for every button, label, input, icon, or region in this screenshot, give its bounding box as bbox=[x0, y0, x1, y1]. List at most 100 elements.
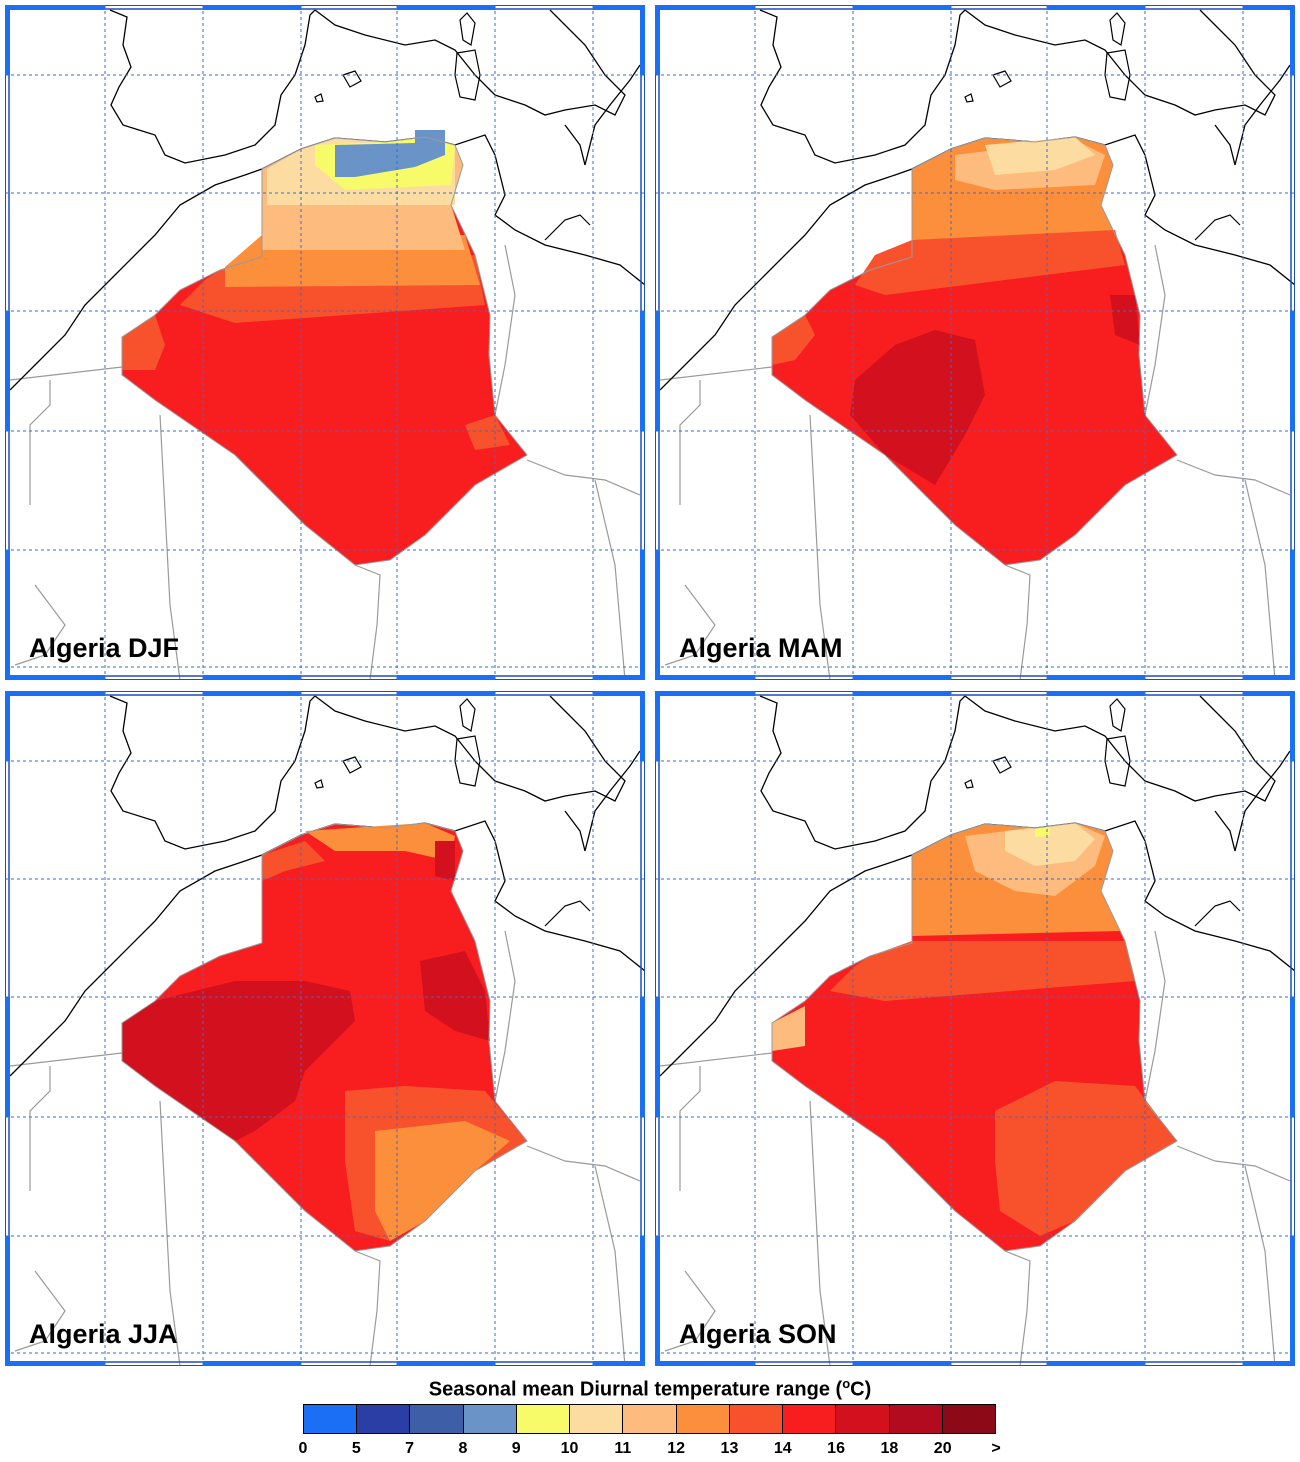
frame-tick-bar bbox=[593, 1361, 645, 1366]
balearic-island bbox=[964, 779, 974, 789]
algeria-border bbox=[771, 822, 1178, 1252]
frame-tick-bar bbox=[1047, 675, 1145, 680]
frame-tick-bar bbox=[397, 675, 495, 680]
panel-title: Algeria JJA bbox=[29, 1319, 178, 1349]
dtr-zone-16-18 bbox=[420, 951, 490, 1041]
italy-coastline bbox=[564, 64, 641, 166]
country-border bbox=[1144, 930, 1166, 1102]
dtr-zone-13-14 bbox=[995, 1081, 1177, 1236]
corsica-island bbox=[459, 12, 476, 46]
frame-tick-bar bbox=[655, 675, 755, 680]
dtr-zone-13-14 bbox=[830, 941, 1135, 1001]
frame-tick-bar bbox=[1047, 1361, 1145, 1366]
frame-tick-bar bbox=[655, 311, 660, 431]
country-border bbox=[1244, 1165, 1276, 1366]
frame-tick-bar bbox=[593, 691, 645, 696]
algeria-field bbox=[122, 823, 527, 1251]
map-canvas bbox=[5, 5, 645, 680]
frame-tick-bar bbox=[1243, 5, 1295, 10]
europe-coastline bbox=[964, 695, 1276, 802]
coast-detail bbox=[544, 214, 591, 241]
panel-title: Algeria DJF bbox=[29, 633, 180, 663]
map-canvas bbox=[655, 691, 1295, 1366]
europe-coastline bbox=[964, 9, 1276, 116]
legend-title: Seasonal mean Diurnal temperature range … bbox=[428, 1376, 872, 1401]
country-border bbox=[494, 244, 516, 416]
frame-tick-bar bbox=[640, 997, 645, 1117]
coast-detail bbox=[544, 900, 591, 927]
colorbar-tick-label: 9 bbox=[511, 1440, 521, 1457]
colorbar-tick-label: 7 bbox=[405, 1440, 415, 1457]
country-border bbox=[594, 479, 626, 680]
frame-tick-bar bbox=[593, 5, 645, 10]
coast-detail bbox=[1194, 900, 1241, 927]
country-border bbox=[159, 414, 181, 680]
balearic-island bbox=[342, 756, 362, 774]
colorbar-box bbox=[836, 1405, 890, 1433]
balearic-island bbox=[314, 779, 324, 789]
dtr-zone-13-14 bbox=[122, 315, 165, 370]
country-border bbox=[1176, 1145, 1291, 1182]
country-border bbox=[1144, 244, 1166, 416]
panel-title: Algeria SON bbox=[679, 1319, 837, 1349]
balearic-island bbox=[964, 93, 974, 103]
country-border bbox=[14, 584, 66, 666]
colorbar-box bbox=[410, 1405, 464, 1433]
frame-tick-bar bbox=[853, 675, 951, 680]
frame-tick-bar bbox=[640, 5, 645, 75]
colorbar-box bbox=[463, 1405, 517, 1433]
frame-tick-bar bbox=[5, 691, 10, 761]
iberia-coastline bbox=[759, 9, 966, 164]
dtr-zone-13-14 bbox=[465, 415, 510, 450]
colorbar-box bbox=[889, 1405, 943, 1433]
frame-tick-bar bbox=[593, 675, 645, 680]
colorbar-tick-label: 14 bbox=[773, 1440, 792, 1457]
country-border bbox=[9, 1052, 123, 1067]
country-border bbox=[354, 564, 381, 680]
frame-tick-bar bbox=[1243, 1361, 1295, 1366]
frame-tick-bar bbox=[5, 691, 105, 696]
frame-tick-bar bbox=[655, 1236, 660, 1366]
frame-tick-bar bbox=[1243, 675, 1295, 680]
dtr-zone-8-9 bbox=[335, 130, 445, 177]
iberia-coastline bbox=[759, 695, 966, 850]
italy-coastline bbox=[564, 750, 641, 852]
country-border bbox=[1176, 459, 1291, 496]
frame-tick-bar bbox=[640, 1236, 645, 1366]
frame-tick-bar bbox=[853, 1361, 951, 1366]
italy-coastline bbox=[1214, 750, 1291, 852]
algeria-border bbox=[121, 822, 528, 1252]
europe-coastline bbox=[314, 9, 626, 116]
frame-tick-bar bbox=[1047, 691, 1145, 696]
frame-tick-bar bbox=[5, 675, 105, 680]
frame-tick-bar bbox=[853, 691, 951, 696]
map-panel-son: Algeria SON bbox=[655, 691, 1295, 1366]
frame-tick-bar bbox=[397, 691, 495, 696]
frame-tick-bar bbox=[1243, 691, 1295, 696]
italy-coastline bbox=[1214, 64, 1291, 166]
frame-tick-bar bbox=[203, 691, 301, 696]
frame-tick-bar bbox=[640, 550, 645, 680]
corsica-island bbox=[1109, 698, 1126, 732]
frame-tick-bar bbox=[655, 691, 660, 761]
frame-tick-bar bbox=[5, 5, 105, 10]
colorbar-tick-label: 8 bbox=[458, 1440, 468, 1457]
europe-coastline bbox=[314, 695, 626, 802]
frame-tick-bar bbox=[5, 997, 10, 1117]
frame-tick-bar bbox=[5, 311, 10, 431]
map-canvas bbox=[5, 691, 645, 1366]
algeria-field bbox=[122, 130, 527, 565]
country-border bbox=[494, 930, 516, 1102]
colorbar-tick-label: 16 bbox=[827, 1440, 845, 1457]
frame-tick-bar bbox=[5, 1236, 10, 1366]
dtr-zone-9-10 bbox=[1035, 827, 1050, 837]
corsica-island bbox=[459, 698, 476, 732]
colorbar-tick-label: > bbox=[991, 1440, 1001, 1457]
dtr-zone-13-14 bbox=[772, 315, 815, 365]
colorbar-tick-label: 12 bbox=[667, 1440, 686, 1457]
map-canvas bbox=[655, 5, 1295, 680]
dtr-zone-11-12 bbox=[772, 1006, 805, 1051]
country-border bbox=[679, 1066, 701, 1191]
dtr-zone-10-11 bbox=[1005, 823, 1095, 866]
map-panel-jja: Algeria JJA bbox=[5, 691, 645, 1366]
